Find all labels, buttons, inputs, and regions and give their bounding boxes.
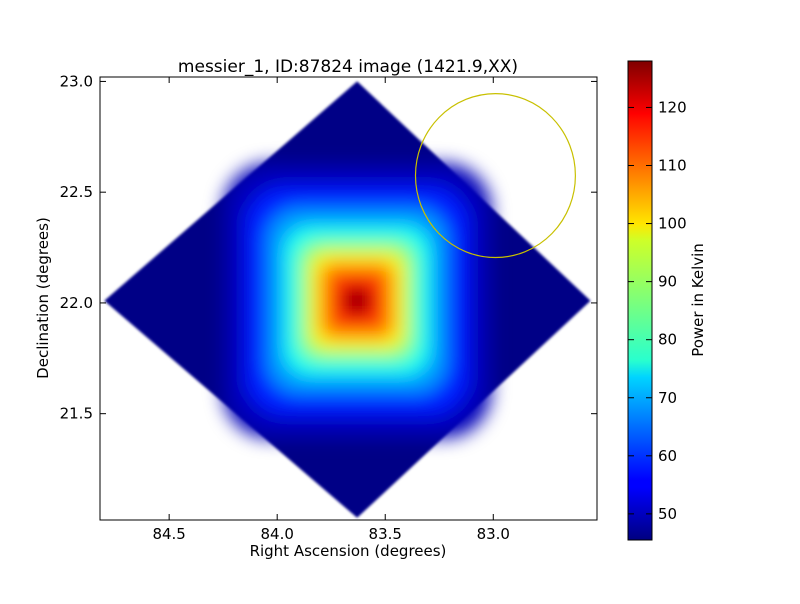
y-tick-label: 22.0 — [60, 294, 93, 312]
x-axis-ticks: 84.5 84.0 83.5 83.0 — [152, 77, 510, 543]
axes-frame — [99, 76, 598, 521]
x-tick-label: 83.0 — [477, 525, 510, 543]
colorbar-tick-label: 50 — [658, 505, 677, 523]
x-tick-label: 83.5 — [369, 525, 402, 543]
colorbar-tick-label: 80 — [658, 331, 677, 349]
emission-map — [104, 81, 591, 518]
map-peak — [344, 287, 371, 314]
colorbar-tick-label: 110 — [658, 157, 687, 175]
colorbar-gradient — [627, 60, 653, 541]
map-intensity-levels — [223, 163, 492, 439]
colorbar-tick-label: 120 — [658, 98, 687, 116]
y-tick-label: 22.5 — [60, 183, 93, 201]
chart-title: messier_1, ID:87824 image (1421.9,XX) — [178, 57, 518, 77]
y-axis-ticks: 21.5 22.0 22.5 23.0 — [60, 72, 597, 423]
y-tick-label: 21.5 — [60, 405, 93, 423]
y-axis-label: Declination (degrees) — [34, 217, 52, 379]
colorbar: 50 60 70 80 90 100 110 120 Power in Kelvin — [627, 60, 707, 541]
colorbar-tick-label: 90 — [658, 273, 677, 291]
colorbar-tick-label: 70 — [658, 389, 677, 407]
region-circle — [414, 93, 576, 259]
x-tick-label: 84.5 — [152, 525, 185, 543]
x-tick-label: 84.0 — [260, 525, 293, 543]
y-tick-label: 23.0 — [60, 72, 93, 90]
colorbar-ticks: 50 60 70 80 90 100 110 120 — [628, 98, 687, 523]
colorbar-tick-label: 100 — [658, 215, 687, 233]
colorbar-label: Power in Kelvin — [689, 243, 707, 357]
x-axis-label: Right Ascension (degrees) — [250, 542, 447, 560]
heatmap-layer — [104, 81, 591, 518]
annotation-circle — [414, 93, 576, 259]
colorbar-tick-label: 60 — [658, 447, 677, 465]
